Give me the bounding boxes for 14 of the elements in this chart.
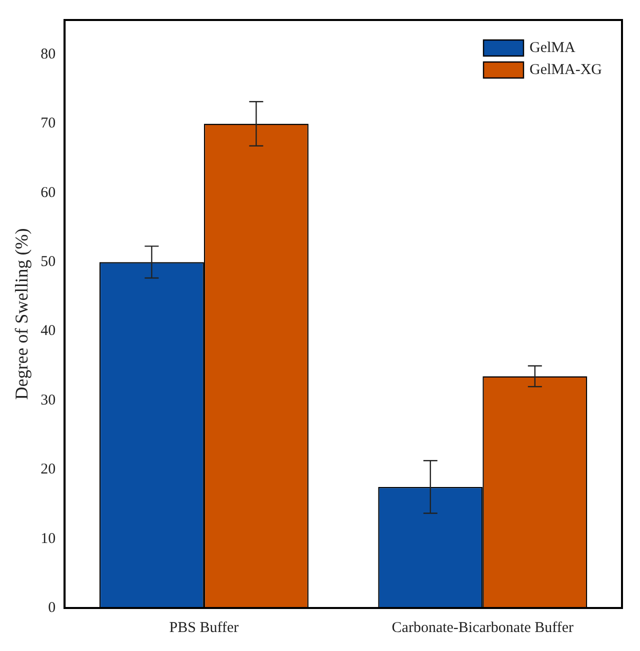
y-tick-label: 70 — [40, 116, 56, 132]
y-axis-title: Degree of Swelling (%) — [12, 228, 32, 400]
x-tick-label: PBS Buffer — [169, 620, 239, 636]
x-tick-label: Carbonate-Bicarbonate Buffer — [392, 620, 574, 636]
y-tick-label: 20 — [40, 462, 56, 478]
y-tick-label: 40 — [40, 323, 56, 340]
legend-label: GelMA-XG — [530, 62, 602, 78]
y-tick-label: 80 — [40, 46, 56, 63]
y-tick-label: 30 — [40, 392, 56, 408]
y-tick-label: 10 — [40, 530, 56, 547]
y-tick-label: 50 — [40, 254, 56, 270]
legend-label: GelMA — [530, 40, 576, 56]
y-tick-label: 0 — [48, 600, 56, 616]
y-tick-label: 60 — [40, 184, 56, 201]
